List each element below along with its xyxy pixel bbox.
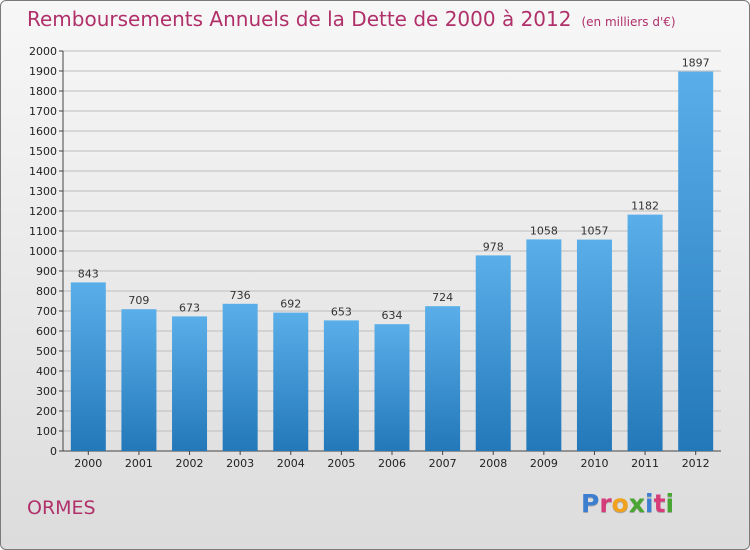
y-tick-label: 200 [36, 405, 57, 418]
bar [475, 255, 511, 451]
x-tick-label: 2002 [176, 457, 204, 470]
y-tick-label: 1100 [29, 225, 57, 238]
x-tick-label: 2007 [429, 457, 457, 470]
y-tick-label: 1300 [29, 185, 57, 198]
bar [526, 239, 562, 451]
bar [627, 214, 663, 451]
data-label: 709 [128, 294, 149, 307]
y-tick-label: 2000 [29, 45, 57, 58]
data-label: 1057 [580, 225, 608, 238]
chart-title-text: Remboursements Annuels de la Dette de 20… [27, 7, 572, 31]
bar [121, 309, 157, 451]
data-label: 673 [179, 301, 200, 314]
data-label: 634 [382, 309, 403, 322]
bar [323, 320, 359, 451]
bar [576, 239, 612, 451]
logo-letter: o [611, 489, 629, 518]
data-labels: 843 709 673 736 692 653 634 724 978 1058 1057 1182 1… [78, 57, 710, 323]
commune-name: ORMES [27, 497, 96, 519]
logo-letter: i [665, 489, 675, 518]
y-tick-label: 1600 [29, 125, 57, 138]
bar [425, 306, 461, 451]
data-label: 653 [331, 305, 352, 318]
y-tick-label: 1700 [29, 105, 57, 118]
x-tick-label: 2001 [125, 457, 153, 470]
x-tick-label: 2004 [277, 457, 305, 470]
bar [70, 282, 106, 451]
y-tick-label: 700 [36, 305, 57, 318]
data-label: 978 [483, 240, 504, 253]
data-label: 736 [230, 289, 251, 302]
y-tick-label: 1900 [29, 65, 57, 78]
x-tick-label: 2009 [530, 457, 558, 470]
bar [374, 324, 410, 451]
bar [222, 303, 258, 451]
y-tick-label: 1200 [29, 205, 57, 218]
x-tick-label: 2006 [378, 457, 406, 470]
chart-title: Remboursements Annuels de la Dette de 20… [27, 7, 676, 31]
data-label: 724 [432, 291, 453, 304]
y-tick-label: 300 [36, 385, 57, 398]
y-tick-label: 1500 [29, 145, 57, 158]
y-tick-label: 500 [36, 345, 57, 358]
data-label: 1058 [530, 224, 558, 237]
x-tick-label: 2000 [74, 457, 102, 470]
x-tick-label: 2010 [580, 457, 608, 470]
y-tick-label: 800 [36, 285, 57, 298]
bar [273, 312, 309, 451]
x-tick-label: 2011 [631, 457, 659, 470]
chart-unit: (en milliers d'€) [581, 15, 676, 29]
y-tick-label: 1400 [29, 165, 57, 178]
y-tick-label: 1000 [29, 245, 57, 258]
x-tick-label: 2003 [226, 457, 254, 470]
data-label: 1897 [682, 57, 710, 70]
y-tick-label: 400 [36, 365, 57, 378]
bar [172, 316, 208, 451]
y-tick-label: 600 [36, 325, 57, 338]
logo-letter: t [653, 489, 666, 518]
x-tick-label: 2005 [327, 457, 355, 470]
logo-letter: P [581, 489, 600, 518]
proxiti-logo: Proxiti [581, 489, 674, 518]
logo-letter: x [628, 489, 645, 518]
axes: 0 100 200 300 400 500 600 700 800 900 1000 1100 1200… [29, 45, 721, 470]
data-label: 1182 [631, 200, 659, 213]
logo-letter: i [645, 489, 654, 518]
logo-letter: r [599, 489, 612, 518]
y-tick-label: 1800 [29, 85, 57, 98]
x-tick-label: 2008 [479, 457, 507, 470]
data-label: 692 [280, 298, 301, 311]
y-tick-label: 900 [36, 265, 57, 278]
data-label: 843 [78, 267, 99, 280]
x-tick-label: 2012 [682, 457, 710, 470]
bar [678, 71, 714, 451]
bars [70, 71, 714, 451]
y-tick-label: 100 [36, 425, 57, 438]
y-tick-label: 0 [50, 445, 57, 458]
